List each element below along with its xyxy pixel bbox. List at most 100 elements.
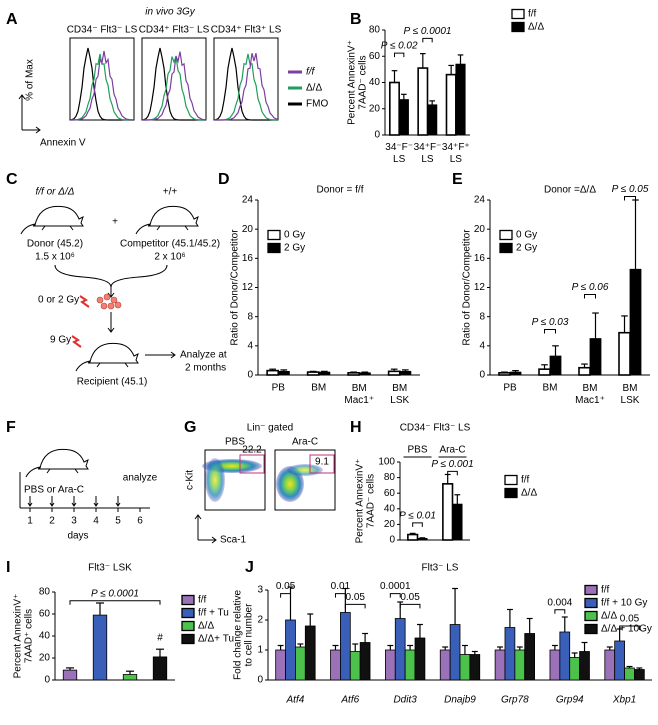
legend-label: Δ/Δ [528,22,544,33]
bar [398,99,409,136]
bar [449,624,461,681]
annotation: P ≤ 0.0001 [404,26,452,37]
annotation: P ≤ 0.0001 [91,588,139,599]
radiation-icon [79,295,90,308]
legend-label: Δ/Δ [601,611,617,622]
bar [92,614,108,681]
donor-mouse [20,205,84,235]
injection-arrow [71,496,77,507]
annotation: 0.004 [547,597,572,608]
dose-label: 9 Gy [50,335,71,346]
recipient-label: Recipient (45.1) [77,377,148,388]
panel-title: in vivo 3Gy [145,7,195,18]
day-label: 6 [137,516,143,527]
y-tick-label: 0 [479,370,485,381]
bar [359,642,371,681]
bar [504,627,516,681]
analyze-label: 2 months [185,363,226,374]
bar [275,649,286,681]
arrow [145,351,176,359]
bar [459,654,471,681]
chart-title: CD34⁻ Flt3⁻ LS [400,423,471,434]
significance-bracket [393,52,405,58]
dose-label: 0 or 2 Gy [38,295,79,306]
y-tick-label: 0 [389,535,395,546]
panel-label: B [350,11,362,28]
x-tick-label: Grp94 [556,695,584,706]
y-tick-label: 80 [369,25,381,36]
bar [152,656,168,681]
bar [439,649,451,681]
legend: f/f Δ/Δ FMO [288,67,328,110]
bar [414,637,426,681]
x-tick-label: PB [272,383,286,394]
bar [624,667,635,681]
histogram-frame [141,37,207,121]
x-tick-label: BM [543,383,558,394]
panel-g: G Lin⁻ gated PBS Ara-C 22.2 9.1 c-Kit Sc… [184,419,336,546]
bar [445,73,457,136]
legend-swatch [584,623,598,635]
competitor-label: Competitor (45.1/45.2) [120,239,220,250]
panel-label: H [350,419,362,436]
y-tick-label: 4 [479,340,485,351]
radiation-icon [71,335,82,348]
bar [318,371,331,376]
bar [349,651,361,681]
timeline [19,472,150,509]
x-tick-label: 34⁺F⁺ LS [442,142,470,165]
histogram-frame [69,37,135,121]
axis-label: days [67,531,88,542]
panel-label: E [452,171,463,188]
x-axis-label: Sca-1 [220,535,247,546]
legend-swatch [584,610,598,622]
legend-label: f/f + Tu [198,608,229,619]
y-tick-label: 60 [369,51,381,62]
legend-label: 2 Gy [284,243,305,254]
y-tick-label: 8 [247,311,253,322]
x-tick-label: 34⁻F⁻ LS [385,142,413,165]
x-tick-label: 34⁺F⁻ LS [414,142,442,165]
panel-label: A [6,11,18,28]
injection-arrow [115,496,121,507]
legend-label: 2 Gy [516,243,537,254]
bar [589,338,602,376]
x-tick-label: PBS [407,445,427,456]
legend-label: f/f [528,9,537,20]
significance-bracket [544,329,556,334]
injection-arrow [27,496,33,507]
significance-bracket [280,593,291,598]
y-tick-label: 2 [257,615,263,626]
histogram [70,53,134,121]
legend-label: Δ/Δ + 10Gy [601,624,652,635]
mouse [25,448,89,478]
histogram [70,50,135,121]
panel-label: G [184,419,196,436]
legend-swatch [584,597,598,609]
day-label: 5 [115,516,121,527]
y-axis-label: Percent AnnexinV⁺ [13,594,24,679]
bar [62,669,78,681]
x-tick-label: Xbp1 [612,695,636,706]
bar [266,369,280,376]
annotation: P ≤ 0.05 [612,184,649,195]
y-tick-label: 4 [247,340,253,351]
y-tick-label: 40 [369,77,381,88]
panel-f: F PBS or Ara-C analyze 1 2 3 4 5 6 days [6,419,158,541]
y-axis-label: Percent AnnexinV⁺ [355,459,366,544]
legend-label: Δ/Δ [521,488,537,499]
legend-label: f/f + 10 Gy [601,598,647,609]
legend-swatch [181,620,195,632]
bar [498,372,511,376]
y-tick-label: 40 [39,631,51,642]
axis-arrows [18,94,41,134]
panel-label: F [6,419,16,436]
y-tick-label: 1 [257,645,263,656]
histogram [141,47,206,121]
bar [417,67,429,136]
competitor-mouse [135,205,199,235]
significance-bracket [447,470,458,476]
bar [509,371,522,376]
panel-label: C [6,171,18,188]
